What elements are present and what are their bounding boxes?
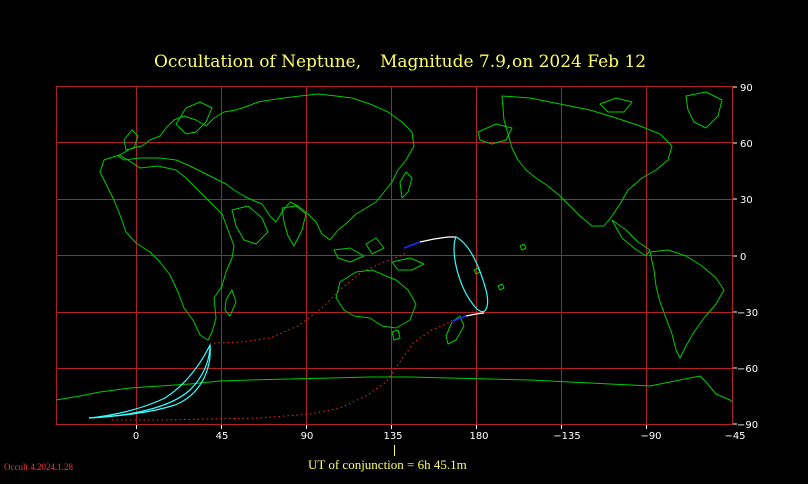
limit-curve-south-atlantic-inner	[88, 344, 211, 419]
coast-indonesia-2	[365, 237, 385, 255]
lat-label-30n: 30	[740, 195, 753, 206]
coast-greenland	[685, 91, 723, 129]
lat-label-0: 0	[740, 252, 746, 263]
dotted-path-south	[112, 319, 453, 421]
coast-new-zealand	[445, 315, 465, 345]
dotted-path-north	[213, 251, 409, 344]
dark-segment-south	[465, 312, 485, 317]
coast-central-america	[611, 219, 651, 257]
coast-europe	[117, 93, 415, 241]
dark-sky-path-segments	[419, 236, 485, 317]
version-label: Occult 4.2024.1.28	[4, 462, 73, 472]
coast-britain	[123, 129, 139, 151]
twilight-path-segments	[403, 241, 467, 323]
limit-curve-pacific	[453, 236, 489, 313]
lon-label-45: 45	[216, 431, 229, 442]
lon-label-w45: −45	[724, 431, 745, 442]
map-grid	[56, 86, 733, 425]
coast-arctic-islands	[599, 97, 633, 113]
coast-south-america	[649, 249, 725, 359]
coast-pacific-islands	[473, 243, 527, 291]
coast-australia	[335, 269, 417, 329]
twilight-segment-south	[451, 315, 467, 323]
coast-japan	[399, 171, 413, 199]
coast-png	[391, 257, 425, 271]
dark-segment-north	[419, 236, 456, 243]
axis-tick-marks	[136, 86, 737, 429]
visibility-limit-curves	[88, 236, 489, 419]
lat-label-90s: −90	[737, 420, 758, 431]
conjunction-label: UT of conjunction = 6h 45.1m	[308, 457, 467, 472]
lon-label-0: 0	[133, 431, 139, 442]
latitude-labels: 90 60 30 0 −30 −60 −90	[737, 83, 758, 431]
lon-label-w135: −135	[553, 431, 580, 442]
twilight-segment-north	[403, 241, 421, 249]
coast-africa	[99, 154, 235, 341]
title-object: Occultation of Neptune,	[154, 52, 361, 72]
lat-label-90n: 90	[740, 83, 753, 94]
coast-madagascar	[224, 289, 237, 317]
coast-arabia	[231, 205, 269, 245]
daylight-dotted-paths	[112, 251, 453, 421]
lon-label-135: 135	[383, 431, 402, 442]
coast-scandinavia	[175, 101, 213, 135]
lon-label-90: 90	[301, 431, 314, 442]
coast-indonesia-1	[333, 247, 365, 263]
lat-label-60n: 60	[740, 139, 753, 150]
coastlines	[55, 91, 734, 403]
lat-label-30s: −30	[737, 308, 758, 319]
lon-label-w90: −90	[640, 431, 661, 442]
coast-alaska	[477, 123, 513, 145]
coast-tasmania	[391, 329, 401, 341]
lon-label-180: 180	[469, 431, 488, 442]
title-magnitude: Magnitude 7.9,	[380, 52, 511, 72]
coast-north-america	[501, 95, 673, 227]
limit-curve-south-atlantic	[88, 342, 211, 419]
title-date: on 2024 Feb 12	[512, 52, 646, 72]
lat-label-60s: −60	[737, 364, 758, 375]
longitude-labels: 0 45 90 135 180 −135 −90 −45	[133, 431, 746, 442]
coast-india	[281, 205, 307, 247]
coast-antarctica	[55, 375, 734, 403]
